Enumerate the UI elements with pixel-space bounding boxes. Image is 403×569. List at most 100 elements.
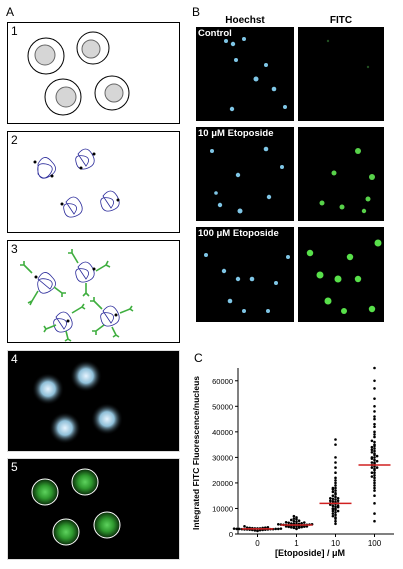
micrograph-100um-hoechst: 100 μM Etoposide — [196, 227, 294, 322]
data-point — [370, 461, 374, 464]
data-point — [235, 527, 238, 531]
data-point — [295, 517, 298, 521]
data-point — [373, 410, 376, 413]
data-point — [373, 449, 376, 453]
data-point — [287, 521, 290, 525]
data-point — [334, 491, 337, 495]
data-point — [334, 516, 337, 519]
panel-a-letter: A — [6, 5, 15, 19]
data-point — [370, 471, 374, 475]
data-point — [373, 519, 376, 523]
micrograph-control-fitc — [298, 27, 384, 121]
data-point — [373, 467, 376, 471]
data-point — [373, 479, 376, 482]
data-point — [336, 504, 340, 508]
data-point — [336, 499, 340, 503]
y-axis-label: Integrated FITC Fluorescence/nucleus — [191, 376, 201, 530]
data-point — [277, 527, 280, 531]
panel-a-step-4: 4 — [7, 350, 180, 452]
y-tick-label: 10000 — [212, 504, 233, 513]
panel-a-step-5: 5 — [7, 458, 180, 560]
data-point — [373, 452, 376, 455]
data-point — [253, 529, 257, 532]
data-point — [334, 498, 337, 501]
data-point — [373, 476, 376, 480]
step-4-number: 4 — [11, 352, 18, 366]
x-tick-label: 0 — [255, 539, 260, 548]
data-point — [292, 526, 296, 530]
data-point — [370, 466, 374, 469]
panel-a-step-1: 1 — [7, 22, 180, 124]
data-point — [334, 489, 337, 492]
hoechst-nuclei-illustration — [32, 360, 123, 444]
data-point — [370, 456, 374, 459]
data-point — [373, 433, 376, 436]
dna-tangles-illustration — [33, 148, 120, 218]
data-point — [334, 505, 337, 508]
data-point — [334, 443, 337, 446]
data-point — [334, 510, 337, 514]
data-point — [373, 397, 376, 400]
data-point — [373, 484, 376, 487]
data-point — [373, 425, 376, 429]
data-point — [373, 405, 376, 408]
data-point — [373, 422, 376, 426]
data-point — [373, 440, 376, 444]
data-point — [373, 379, 376, 383]
data-point — [334, 479, 337, 482]
data-point — [370, 439, 374, 443]
data-point — [373, 458, 376, 462]
data-point — [373, 473, 376, 477]
data-point — [329, 499, 332, 503]
step-1-number: 1 — [11, 24, 18, 38]
data-point — [373, 486, 376, 490]
data-point — [303, 521, 306, 524]
data-point — [292, 517, 296, 520]
data-point — [290, 526, 293, 529]
step-5-number: 5 — [11, 460, 18, 474]
micrograph-10um-hoechst: 10 μM Etoposide — [196, 127, 294, 221]
condition-label-10um: 10 μM Etoposide — [198, 128, 274, 139]
x-tick-label: 1 — [294, 539, 299, 548]
data-point — [373, 489, 376, 492]
data-point — [331, 500, 335, 503]
data-point — [373, 471, 376, 475]
data-point — [266, 526, 270, 529]
y-tick-label: 50000 — [212, 402, 233, 411]
panel-a-step-3: 3 — [7, 240, 180, 343]
data-point — [334, 513, 337, 517]
x-tick-label: 100 — [368, 539, 382, 548]
panel-c-letter: C — [194, 351, 203, 365]
micrograph-control-hoechst: Control — [196, 27, 294, 121]
data-point — [336, 496, 340, 500]
data-point — [334, 471, 337, 475]
data-point — [334, 495, 337, 499]
data-point — [336, 509, 340, 513]
data-point — [334, 522, 337, 526]
data-point — [243, 525, 246, 528]
data-point — [292, 514, 296, 518]
data-point — [373, 512, 376, 515]
data-point — [370, 445, 374, 449]
data-point — [238, 527, 241, 531]
step-3-number: 3 — [11, 242, 18, 256]
data-point — [373, 447, 376, 450]
data-point — [334, 484, 337, 487]
data-point — [295, 520, 298, 524]
data-point — [375, 459, 379, 463]
data-point — [373, 417, 376, 421]
x-axis-label: [Etoposide] / μM — [275, 548, 345, 558]
data-point — [375, 466, 379, 469]
data-point — [331, 512, 335, 515]
data-point — [295, 516, 298, 519]
data-point — [373, 443, 376, 446]
cells-illustration — [27, 31, 130, 116]
y-tick-label: 40000 — [212, 428, 233, 437]
data-point — [331, 490, 335, 494]
antibody-icon — [20, 249, 134, 342]
data-point — [277, 522, 280, 526]
data-point — [232, 527, 236, 530]
step-2-number: 2 — [11, 133, 18, 147]
data-point — [373, 481, 376, 485]
data-point — [331, 507, 335, 510]
